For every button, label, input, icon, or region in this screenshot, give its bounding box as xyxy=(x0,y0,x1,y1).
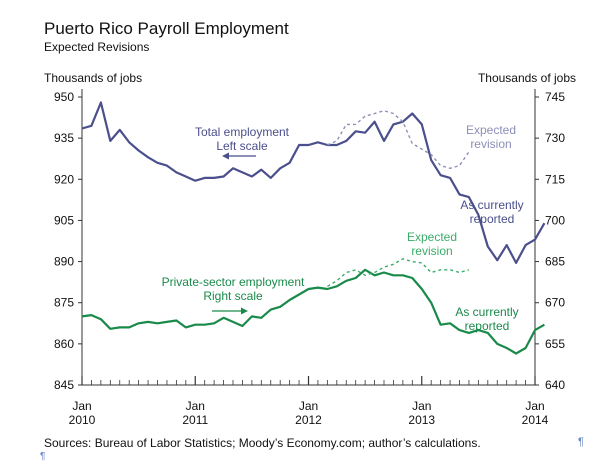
y-tick-label-right: 730 xyxy=(545,131,565,145)
annotation-line: Expected xyxy=(407,230,457,244)
source-note: Sources: Bureau of Labor Statistics; Moo… xyxy=(44,436,481,450)
x-tick-label: Jan 2011 xyxy=(182,399,208,427)
annotation-line: revision xyxy=(470,137,511,151)
y-tick-label-right: 640 xyxy=(545,378,565,392)
chart-title: Puerto Rico Payroll Employment xyxy=(44,19,289,38)
annotation-line: As currently xyxy=(460,198,523,212)
y-tick-label-right: 685 xyxy=(545,255,565,269)
x-tick-label-line: 2010 xyxy=(69,413,96,427)
annotation-private-expected-label: Expected revision xyxy=(407,230,457,258)
series-line-total xyxy=(81,101,546,264)
x-tick-label-line: 2014 xyxy=(522,413,549,427)
annotation-line: Private-sector employment xyxy=(162,275,305,289)
left-scale-arrowhead xyxy=(222,152,229,160)
series-line-private-expected xyxy=(327,258,470,287)
annotation-total-current-label: As currently reported xyxy=(460,198,523,226)
paragraph-mark: ¶ xyxy=(578,436,584,448)
x-tick-label-line: Jan xyxy=(72,399,91,413)
x-tick-label: Jan 2010 xyxy=(69,399,96,427)
annotation-line: reported xyxy=(465,319,510,333)
y-tick-label-left: 845 xyxy=(54,378,74,392)
y-tick-label-left: 920 xyxy=(54,172,74,186)
y-tick-label-left: 935 xyxy=(54,131,74,145)
annotation-line: Left scale xyxy=(216,139,268,153)
paragraph-mark: ¶ xyxy=(40,451,46,462)
x-tick-label-line: Jan xyxy=(299,399,318,413)
y-axis-label-left: Thousands of jobs xyxy=(44,71,143,85)
x-tick-label-line: Jan xyxy=(412,399,431,413)
x-tick-label-line: Jan xyxy=(186,399,205,413)
y-tick-label-right: 700 xyxy=(545,213,565,227)
annotation-line: Right scale xyxy=(203,289,263,303)
series-line-total-expected xyxy=(327,109,470,170)
chart-subtitle: Expected Revisions xyxy=(44,40,150,54)
annotation-private-current-label: As currently reported xyxy=(455,305,518,333)
x-tick-label: Jan 2013 xyxy=(408,399,435,427)
y-tick-label-right: 745 xyxy=(545,90,565,104)
annotation-line: reported xyxy=(470,212,515,226)
annotation-line: revision xyxy=(411,244,452,258)
y-tick-label-left: 950 xyxy=(54,90,74,104)
y-tick-label-left: 905 xyxy=(54,213,74,227)
x-tick-label-line: Jan xyxy=(525,399,544,413)
chart-series xyxy=(81,101,546,355)
annotation-line: Total employment xyxy=(195,125,290,139)
annotation-private-label: Private-sector employment Right scale xyxy=(162,275,305,303)
y-tick-label-right: 670 xyxy=(545,296,565,310)
y-tick-label-right: 715 xyxy=(545,172,565,186)
chart-axes: 845 860 875 890 905 920 935 950 640 655 670 685 700 7… xyxy=(54,89,565,427)
right-scale-arrowhead xyxy=(241,307,248,315)
x-tick-label: Jan 2012 xyxy=(295,399,322,427)
x-tick-label-line: 2011 xyxy=(182,413,208,427)
annotation-total-expected-label: Expected revision xyxy=(466,123,516,151)
series-line-private xyxy=(81,268,545,355)
y-tick-label-left: 860 xyxy=(54,337,74,351)
annotation-line: Expected xyxy=(466,123,516,137)
x-tick-label: Jan 2014 xyxy=(522,399,549,427)
annotation-line: As currently xyxy=(455,305,518,319)
y-tick-label-left: 890 xyxy=(54,255,74,269)
y-tick-label-right: 655 xyxy=(545,337,565,351)
y-axis-label-right: Thousands of jobs xyxy=(477,71,576,85)
x-tick-label-line: 2012 xyxy=(295,413,322,427)
annotation-total-label: Total employment Left scale xyxy=(195,125,290,153)
y-tick-label-left: 875 xyxy=(54,296,74,310)
x-tick-label-line: 2013 xyxy=(408,413,435,427)
